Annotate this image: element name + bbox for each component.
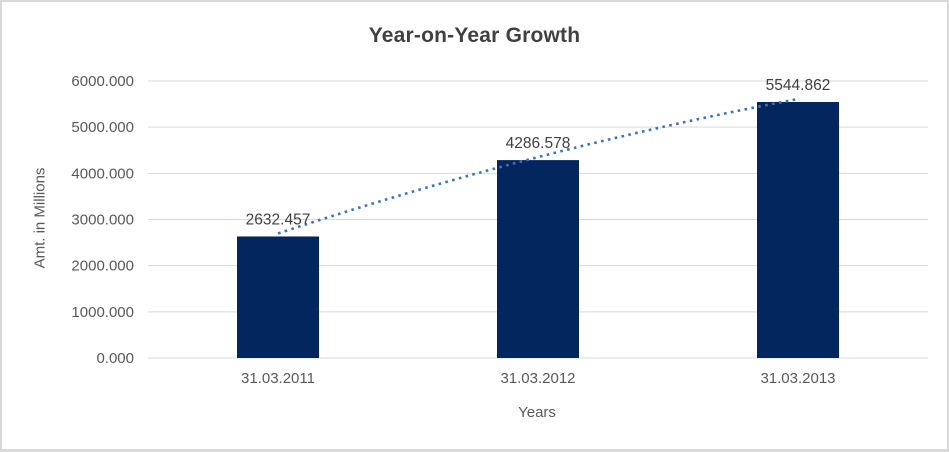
x-axis-title: Years — [518, 404, 556, 421]
y-tick-label: 5000.000 — [71, 119, 134, 136]
trendline — [277, 97, 799, 235]
y-tick-label: 0.000 — [96, 350, 134, 367]
data-label: 5544.862 — [766, 77, 831, 94]
y-tick-label: 1000.000 — [71, 304, 134, 321]
y-tick-label: 6000.000 — [71, 73, 134, 90]
chart-title: Year-on-Year Growth — [368, 24, 581, 47]
bar — [497, 160, 579, 358]
y-tick-label: 2000.000 — [71, 258, 134, 275]
y-tick-label: 3000.000 — [71, 212, 134, 229]
x-tick-label: 31.03.2012 — [500, 370, 575, 387]
data-label: 2632.457 — [246, 211, 311, 228]
bar — [757, 102, 839, 358]
x-tick-label: 31.03.2013 — [760, 370, 835, 387]
bar — [237, 236, 319, 358]
data-label: 4286.578 — [506, 135, 571, 152]
x-tick-label: 31.03.2011 — [241, 370, 315, 387]
y-tick-label: 4000.000 — [71, 165, 134, 182]
